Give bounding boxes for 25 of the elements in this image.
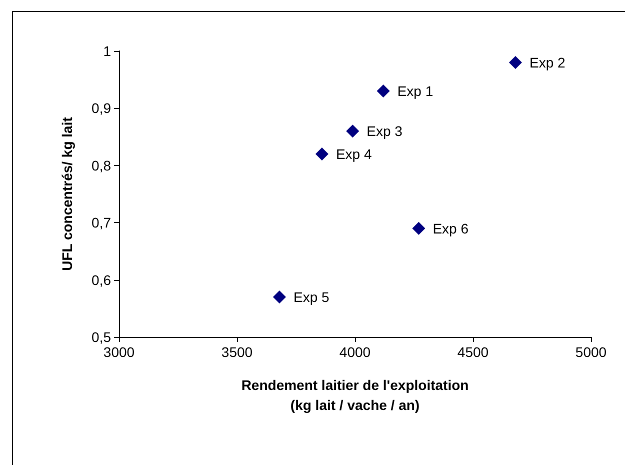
- point: [376, 84, 390, 98]
- x-tick-label: 4500: [457, 344, 489, 360]
- x-axis-title: Rendement laitier de l'exploitation (kg lait / vache / an): [241, 377, 469, 413]
- annotation: Exp 6: [432, 220, 469, 236]
- annotation: Exp 4: [336, 146, 372, 162]
- y-tick-label: 1: [103, 43, 112, 59]
- y-tick-label: 0,7: [92, 214, 112, 231]
- annotation: Exp 1: [397, 83, 434, 100]
- y-tick-label: 0,8: [92, 157, 112, 174]
- point: [346, 124, 360, 138]
- point: [315, 147, 328, 160]
- annotation: Exp 3: [366, 123, 403, 140]
- x-tick-label: 3000: [103, 344, 135, 360]
- x-tick-label: 3500: [221, 344, 253, 360]
- point: [272, 290, 286, 304]
- annotation: Exp 5: [293, 288, 330, 305]
- annotation: Exp 2: [529, 54, 566, 70]
- point: [412, 222, 426, 235]
- y-axis-title: UFL concentrés/ kg lait: [59, 116, 75, 271]
- y-tick-label: 0,6: [92, 272, 112, 288]
- y-tick-label: 0,9: [92, 100, 112, 116]
- x-tick-label: 5000: [575, 344, 607, 360]
- y-tick-label: 0,5: [92, 329, 112, 345]
- x-tick-label: 4000: [339, 344, 371, 360]
- point: [508, 56, 522, 69]
